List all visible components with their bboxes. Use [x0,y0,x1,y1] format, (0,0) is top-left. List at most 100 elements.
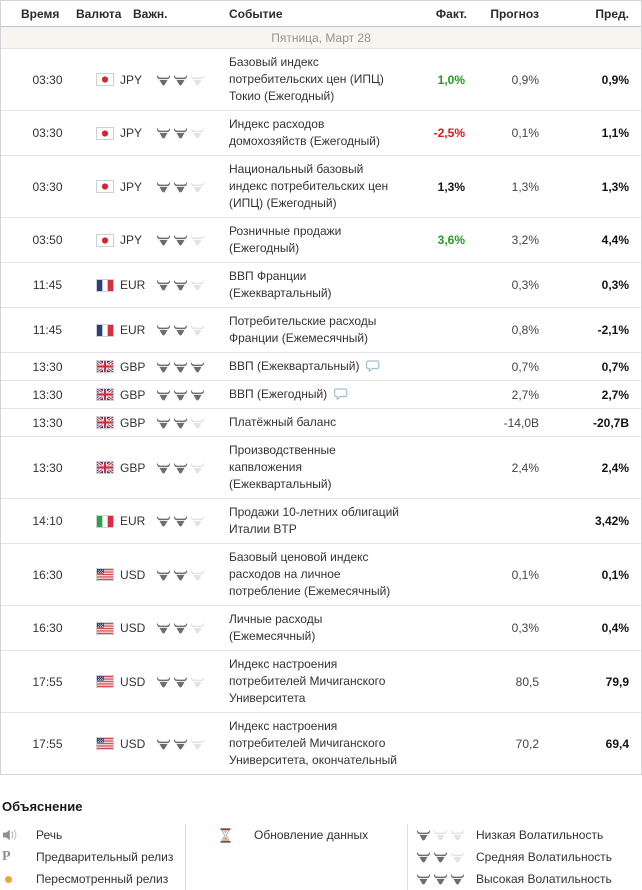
bull-icon [156,417,171,429]
event-link[interactable]: Продажи 10-летних облигаций Италии BTP [229,505,400,536]
event-row: 16:30 USD Базовый ценовой индекс расходов … [1,543,641,605]
event-cell: ВВП Франции (Ежеквартальный) [229,263,429,307]
forecast-value: -14,0B [503,415,539,430]
bull-icon [433,851,448,863]
previous-value: 3,42% [594,514,629,528]
comment-bubble-icon[interactable] [334,388,348,401]
bull-icon [190,622,205,634]
previous-value: 2,7% [601,387,629,402]
event-link[interactable]: Личные расходы (Ежемесячный) [229,612,323,643]
legend-column-1: Речь P Предварительный релиз Пересмотренный… [2,824,186,890]
flag-italy-icon [96,514,114,528]
event-cell: ВВП (Ежеквартальный) [229,353,429,380]
event-link[interactable]: ВВП (Ежеквартальный) [229,359,360,373]
event-link[interactable]: Потребительские расходы Франции (Ежемеся… [229,314,377,345]
volatility-bulls [156,279,229,291]
previous-value: 1,1% [601,126,629,140]
volatility-bulls [156,676,229,688]
flag-usa-icon [96,621,114,635]
event-link[interactable]: Розничные продажи (Ежегодный) [229,224,342,255]
currency-code: USD [120,736,146,751]
previous-value: 0,1% [601,567,629,582]
volatility-bulls [156,738,229,750]
bull-icon [173,569,188,581]
previous-value: 0,7% [601,359,629,374]
bull-icon [433,873,448,885]
column-header-event: Событие [229,6,283,21]
event-row: 03:30 JPY Индекс расходов домохозяйств (Еж… [1,110,641,155]
event-link[interactable]: Индекс настроения потребителей Мичиганск… [229,719,397,767]
currency-cell: GBP [94,388,156,402]
bull-icon [190,127,205,139]
event-row: 13:30 GBP ВВП (Ежегодный) 2,7% 2,7% [1,380,641,408]
bull-icon [156,515,171,527]
event-time: 13:30 [32,387,63,402]
legend-item: Обновление данных [220,824,407,846]
event-time: 17:55 [32,736,63,751]
legend-label: Средняя Волатильность [476,850,613,864]
previous-value: 0,9% [601,72,629,87]
volatility-bulls [156,569,229,581]
event-cell: Производственные капвложения (Ежеквартал… [229,437,429,498]
event-row: 11:45 EUR Потребительские расходы Франции … [1,307,641,352]
event-row: 17:55 USD Индекс настроения потребителей М… [1,712,641,774]
bull-icon [173,515,188,527]
event-row: 03:30 JPY Базовый индекс потребительских ц… [1,48,641,110]
bull-icon [173,234,188,246]
volatility-bulls [416,851,468,863]
currency-cell: JPY [94,126,156,140]
previous-value: 2,4% [601,460,629,475]
bull-icon [173,181,188,193]
event-link[interactable]: ВВП (Ежегодный) [229,387,328,401]
column-header-forecast: Прогноз [490,6,539,21]
previous-value: 4,4% [601,233,629,247]
currency-cell: GBP [94,461,156,475]
event-link[interactable]: Национальный базовый индекс потребительс… [229,162,389,210]
currency-cell: EUR [94,323,156,337]
calendar-header-row: Время Валюта Важн. Событие Факт. Прогноз… [1,1,641,26]
legend-label: Речь [36,828,63,842]
bull-icon [190,569,205,581]
comment-bubble-icon[interactable] [366,360,380,373]
currency-cell: USD [94,675,156,689]
forecast-value: 2,4% [511,460,539,475]
currency-code: GBP [120,415,146,430]
forecast-value: 3,2% [511,233,539,247]
event-cell: Базовый индекс потребительских цен (ИПЦ)… [229,49,429,110]
event-time: 03:30 [32,179,63,194]
previous-value: -2,1% [597,323,629,337]
forecast-value: 80,5 [515,674,539,689]
bull-icon [156,569,171,581]
event-link[interactable]: ВВП Франции (Ежеквартальный) [229,269,332,300]
currency-code: JPY [120,126,143,140]
bull-icon [190,417,205,429]
event-link[interactable]: Базовый ценовой индекс расходов на лично… [229,550,391,598]
legend-item: Низкая Волатильность [416,824,642,846]
bull-icon [173,462,188,474]
event-time: 14:10 [32,514,63,528]
bull-icon [416,873,431,885]
bull-icon [450,829,465,841]
volatility-bulls [156,622,229,634]
bull-icon [156,127,171,139]
event-link[interactable]: Платёжный баланс [229,415,337,429]
currency-cell: USD [94,737,156,751]
legend-item: Речь [2,824,185,846]
event-cell: Базовый ценовой индекс расходов на лично… [229,544,429,605]
bull-icon [450,851,465,863]
forecast-value: 0,3% [511,278,539,292]
event-cell: Продажи 10-летних облигаций Италии BTP [229,499,429,543]
currency-code: JPY [120,179,143,194]
bull-icon [156,361,171,373]
bull-icon [190,361,205,373]
event-link[interactable]: Индекс расходов домохозяйств (Ежегодный) [229,117,380,148]
event-link[interactable]: Базовый индекс потребительских цен (ИПЦ)… [229,55,384,103]
column-header-currency: Валюта [76,6,122,21]
event-link[interactable]: Индекс настроения потребителей Мичиганск… [229,657,386,705]
bull-icon [173,622,188,634]
preliminary-release-icon: P [2,849,11,864]
forecast-value: 0,1% [511,567,539,582]
bull-icon [173,127,188,139]
event-link[interactable]: Производственные капвложения (Ежеквартал… [229,443,336,491]
event-cell: Национальный базовый индекс потребительс… [229,156,429,217]
